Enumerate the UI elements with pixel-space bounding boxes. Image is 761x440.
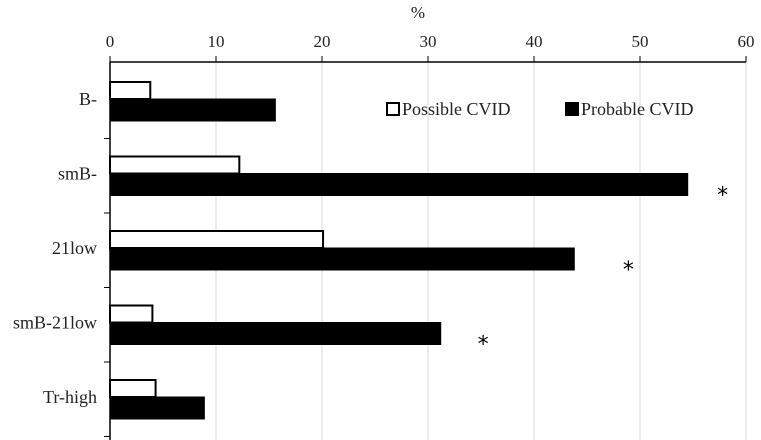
significance-star: *: [623, 258, 634, 283]
category-label: smB-21low: [13, 313, 97, 333]
legend: Possible CVID Probable CVID: [386, 99, 693, 119]
x-tick-labels: 0 10 20 30 40 50 60: [106, 32, 755, 51]
significance-star: *: [717, 184, 728, 209]
legend-item-probable-cvid: Probable CVID: [565, 99, 693, 119]
significance-star: *: [478, 333, 489, 358]
bar-probable-cvid: [109, 173, 689, 196]
x-tick-label: 10: [208, 32, 225, 51]
x-tick-label: 20: [314, 32, 331, 51]
bar-possible-cvid: [109, 155, 241, 175]
bar-probable-cvid: [109, 98, 276, 122]
legend-item-possible-cvid: Possible CVID: [386, 99, 511, 119]
bar-possible-cvid: [109, 304, 154, 324]
category-label: B-: [79, 89, 97, 109]
x-axis-title: %: [411, 3, 425, 22]
bar-possible-cvid: [109, 81, 152, 100]
axes-group: [104, 61, 746, 440]
bar-possible-cvid: [109, 379, 157, 398]
bar-possible-cvid: [109, 230, 325, 249]
x-tick-label: 40: [526, 32, 543, 51]
legend-swatch: [386, 102, 400, 116]
x-tick-label: 0: [106, 32, 115, 51]
x-tick-label: 50: [632, 32, 649, 51]
x-tick-label: 30: [420, 32, 437, 51]
x-tick-label: 60: [738, 32, 755, 51]
legend-label: Probable CVID: [581, 99, 693, 119]
category-label: smB-: [58, 164, 97, 184]
significance-markers: * * *: [478, 184, 729, 358]
bars-group: [109, 81, 689, 420]
category-label: Tr-high: [43, 387, 97, 407]
bar-probable-cvid: [109, 247, 575, 271]
category-label: 21low: [52, 238, 97, 258]
legend-label: Possible CVID: [402, 99, 511, 119]
bar-probable-cvid: [109, 396, 205, 420]
legend-swatch: [565, 102, 579, 116]
bar-probable-cvid: [109, 322, 442, 345]
